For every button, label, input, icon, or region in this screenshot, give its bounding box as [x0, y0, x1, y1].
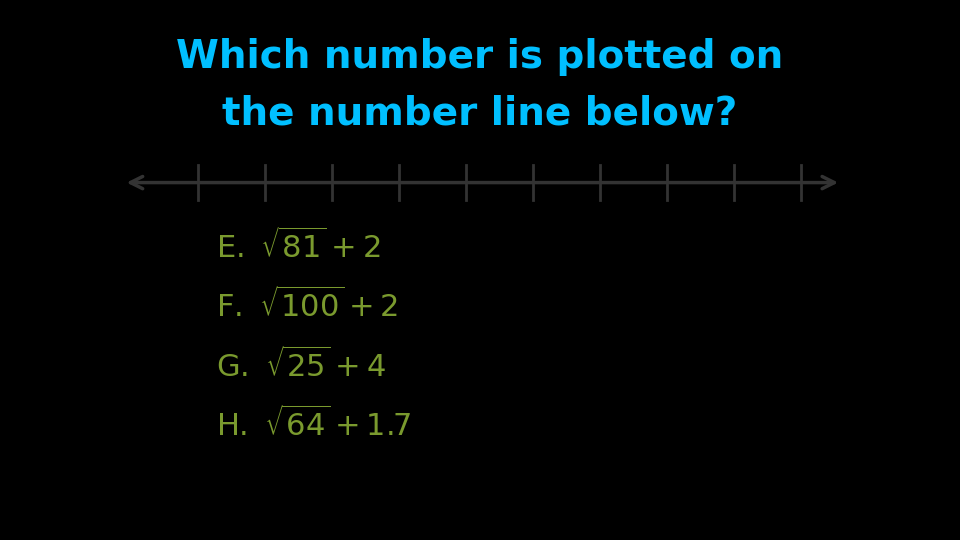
Text: 3: 3	[326, 212, 336, 227]
Text: $\mathsf{H.\ \sqrt{64} + 1.7}$: $\mathsf{H.\ \sqrt{64} + 1.7}$	[216, 406, 411, 442]
Text: $\mathsf{F.\ \sqrt{100} + 2}$: $\mathsf{F.\ \sqrt{100} + 2}$	[216, 287, 398, 323]
Text: 4: 4	[394, 212, 403, 227]
Text: the number line below?: the number line below?	[223, 94, 737, 132]
Text: 2: 2	[260, 212, 270, 227]
Text: 7: 7	[595, 212, 605, 227]
Text: Which number is plotted on: Which number is plotted on	[177, 38, 783, 76]
Text: 10: 10	[791, 212, 810, 227]
Text: 6: 6	[528, 212, 538, 227]
Text: 8: 8	[661, 212, 672, 227]
Text: 1: 1	[193, 212, 203, 227]
Text: 5: 5	[461, 212, 470, 227]
Text: $\mathsf{G.\ \sqrt{25} + 4}$: $\mathsf{G.\ \sqrt{25} + 4}$	[216, 347, 386, 382]
Text: 9: 9	[729, 212, 738, 227]
Text: $\mathsf{E.\ \sqrt{81} + 2}$: $\mathsf{E.\ \sqrt{81} + 2}$	[216, 228, 380, 264]
